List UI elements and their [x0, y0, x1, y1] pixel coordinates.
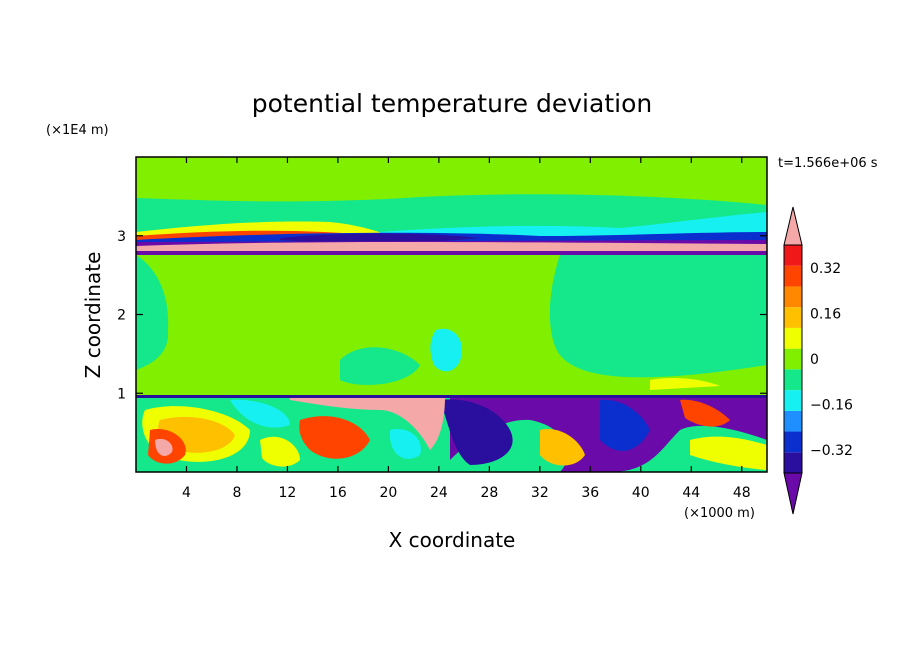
colorbar-segment: [784, 390, 802, 411]
x-tick-label: 44: [682, 485, 700, 501]
contour-region-orange: [540, 429, 585, 466]
colorbar-bottom-arrow: [783, 472, 803, 515]
colorbar-segment: [784, 431, 802, 453]
contour-band-cyan: [380, 212, 767, 240]
contour-region-blue: [600, 399, 650, 451]
colorbar: 0.32 0.16 0 −0.16 −0.32: [783, 206, 853, 515]
colorbar-segment: [784, 327, 802, 349]
x-axis-label: X coordinate: [389, 528, 516, 552]
x-tick-label: 48: [733, 485, 751, 501]
contour-region-green: [136, 255, 767, 397]
colorbar-top-arrow: [783, 206, 803, 246]
contour-band-pink: [136, 242, 767, 251]
contour-region-pink: [290, 397, 445, 450]
y-axis-label: Z coordinate: [81, 252, 105, 379]
contour-plot-area: [136, 157, 767, 472]
colorbar-segment: [784, 410, 802, 432]
contour-region-red: [680, 399, 730, 427]
colorbar-tick-label: 0: [810, 352, 819, 368]
x-tick-label: 28: [480, 485, 498, 501]
contour-region-teal: [340, 347, 420, 385]
time-label: t=1.566e+06 s: [778, 156, 878, 171]
contour-region-yellow: [260, 436, 300, 467]
colorbar-segment: [784, 245, 802, 266]
x-tick-label: 8: [232, 485, 241, 501]
colorbar-segment: [784, 452, 802, 473]
contour-region-cyan: [430, 328, 462, 372]
boundary-line: [136, 395, 767, 398]
contour-region-teal: [136, 255, 169, 370]
contour-region-yellow: [690, 436, 767, 470]
contour-region-green: [136, 157, 767, 205]
contour-region-cyan: [389, 429, 421, 459]
contour-band-navy: [280, 233, 480, 243]
contour-region-yellow: [650, 378, 720, 390]
chart-title: potential temperature deviation: [252, 89, 652, 118]
colorbar-segment: [784, 265, 802, 287]
colorbar-tick-label: −0.32: [810, 443, 853, 459]
colorbar-frame: [783, 244, 803, 474]
colorbar-tick-label: 0.16: [810, 306, 841, 322]
x-tick-label: 32: [531, 485, 549, 501]
colorbar-segment: [784, 369, 802, 391]
x-unit-label: (×1000 m): [684, 506, 755, 521]
x-tick-label: 20: [379, 485, 397, 501]
x-tick-label: 36: [581, 485, 599, 501]
x-tick-label: 40: [632, 485, 650, 501]
contour-region-cyan: [230, 399, 290, 428]
contour-region-red: [299, 416, 370, 459]
colorbar-segment: [784, 307, 802, 328]
x-axis: 4 8 12 16 20 24 28 32 36 40 44 48: [182, 157, 751, 501]
colorbar-tick-label: −0.16: [810, 398, 853, 414]
colorbar-tick-label: 0.32: [810, 261, 841, 277]
x-tick-label: 12: [279, 485, 297, 501]
contour-region-pink: [155, 438, 173, 456]
x-tick-label: 4: [182, 485, 191, 501]
contour-band-purple-bottom: [136, 251, 767, 255]
contour-region-navy: [440, 399, 513, 465]
y-axis: 1 2 3: [117, 229, 767, 402]
x-tick-label: 24: [430, 485, 448, 501]
y-tick-label: 1: [117, 386, 126, 402]
colorbar-segment: [784, 348, 802, 370]
y-unit-label: (×1E4 m): [46, 123, 109, 138]
y-tick-label: 2: [117, 308, 126, 324]
y-tick-label: 3: [117, 229, 126, 245]
colorbar-segment: [784, 286, 802, 308]
x-tick-label: 16: [329, 485, 347, 501]
